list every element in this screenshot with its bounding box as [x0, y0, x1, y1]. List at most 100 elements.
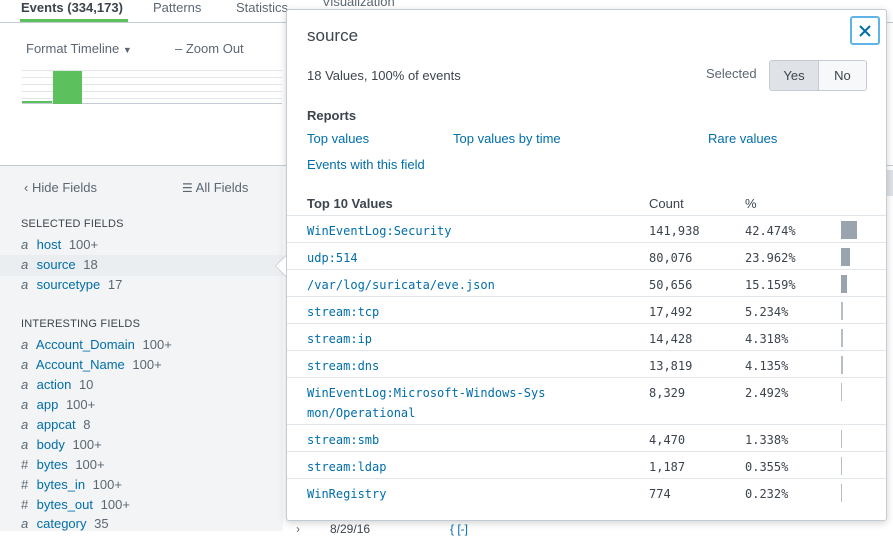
value-link[interactable]: stream:dns: [307, 359, 380, 373]
tab-patterns[interactable]: Patterns: [153, 0, 202, 15]
field-count: 10: [78, 377, 94, 392]
percent-bar: [841, 329, 843, 347]
field-app[interactable]: a app 100+: [21, 397, 95, 415]
close-button[interactable]: [850, 16, 880, 45]
field-source[interactable]: a source 18: [0, 255, 283, 276]
value-link[interactable]: udp:514: [307, 251, 358, 265]
field-body[interactable]: a body 100+: [21, 437, 102, 455]
all-fields-button[interactable]: ☰ All Fields: [182, 180, 248, 195]
event-json-toggle[interactable]: { [-]: [450, 522, 469, 536]
field-type-icon: a: [21, 437, 29, 452]
value-link[interactable]: WinRegistry: [307, 487, 387, 501]
value-percent: 4.135%: [745, 359, 789, 373]
col-top-values: Top 10 Values: [307, 196, 393, 211]
table-row[interactable]: stream:ldap 1,187 0.355%: [287, 452, 886, 479]
field-bytes[interactable]: # bytes 100+: [21, 457, 105, 475]
value-link[interactable]: WinEventLog:Microsoft-Windows-Sysmon/Ope…: [307, 386, 546, 420]
percent-bar: [841, 248, 850, 266]
timeline-bar[interactable]: [53, 71, 82, 104]
value-link[interactable]: stream:ip: [307, 332, 373, 346]
list-icon: ☰: [182, 181, 193, 195]
value-link[interactable]: stream:tcp: [307, 305, 380, 319]
table-row[interactable]: stream:ip 14,428 4.318%: [287, 324, 886, 351]
value-count: 8,329: [649, 386, 686, 400]
value-link[interactable]: stream:smb: [307, 433, 380, 447]
value-link[interactable]: stream:ldap: [307, 460, 387, 474]
value-percent: 23.962%: [745, 251, 796, 265]
field-bytes-in[interactable]: # bytes_in 100+: [21, 477, 122, 495]
table-row[interactable]: WinEventLog:Security 141,938 42.474%: [287, 216, 886, 243]
value-count: 14,428: [649, 332, 693, 346]
caret-down-icon: ▼: [122, 45, 132, 55]
field-bytes-out[interactable]: # bytes_out 100+: [21, 497, 130, 515]
field-sourcetype[interactable]: a sourcetype 17: [21, 277, 122, 295]
table-row[interactable]: stream:smb 4,470 1.338%: [287, 425, 886, 452]
value-link[interactable]: WinEventLog:Security: [307, 224, 452, 238]
interesting-fields-heading: INTERESTING FIELDS: [21, 318, 141, 330]
table-row[interactable]: stream:tcp 17,492 5.234%: [287, 297, 886, 324]
percent-bar: [841, 221, 857, 239]
timeline-gridline: [22, 91, 282, 92]
field-count: 100+: [142, 337, 172, 352]
close-icon: [859, 24, 871, 37]
hide-fields-button[interactable]: ‹ Hide Fields: [24, 180, 97, 195]
top-values-by-time-link[interactable]: Top values by time: [453, 131, 561, 146]
timeline-gridline: [22, 77, 282, 78]
field-count: 100+: [92, 477, 122, 492]
reports-heading: Reports: [307, 108, 357, 123]
value-percent: 15.159%: [745, 278, 796, 292]
selected-no-button[interactable]: No: [818, 61, 866, 90]
field-action[interactable]: a action 10: [21, 377, 93, 395]
selected-yes-button[interactable]: Yes: [770, 61, 819, 90]
table-row[interactable]: WinEventLog:Microsoft-Windows-Sysmon/Ope…: [287, 378, 886, 425]
field-count: 100+: [68, 237, 99, 252]
rare-values-link[interactable]: Rare values: [708, 131, 778, 146]
value-percent: 4.318%: [745, 332, 789, 346]
expand-event-icon[interactable]: ›: [296, 522, 300, 536]
col-count: Count: [649, 196, 684, 211]
table-row[interactable]: /var/log/suricata/eve.json 50,656 15.159…: [287, 270, 886, 297]
tab-statistics[interactable]: Statistics: [236, 0, 289, 15]
value-count: 17,492: [649, 305, 693, 319]
field-appcat[interactable]: a appcat 8: [21, 417, 91, 435]
field-name: source: [36, 257, 76, 272]
table-row[interactable]: stream:dns 13,819 4.135%: [287, 351, 886, 378]
timeline-bar[interactable]: [22, 101, 52, 103]
value-percent: 0.232%: [745, 487, 789, 501]
zoom-out-label: Zoom Out: [185, 41, 244, 56]
timeline-gridline: [22, 70, 282, 71]
selected-label: Selected: [706, 66, 757, 81]
field-name: bytes_in: [36, 477, 86, 492]
field-count: 8: [83, 417, 91, 432]
format-timeline-button[interactable]: Format Timeline ▼: [26, 41, 132, 56]
percent-bar: [841, 430, 842, 448]
table-row[interactable]: udp:514 80,076 23.962%: [287, 243, 886, 270]
tab-visualization[interactable]: Visualization: [322, 0, 395, 9]
field-account-domain[interactable]: a Account_Domain 100+: [21, 337, 172, 355]
field-count: 100+: [75, 457, 105, 472]
value-link[interactable]: /var/log/suricata/eve.json: [307, 278, 495, 292]
timeline-axis: [22, 103, 282, 104]
zoom-out-button[interactable]: – Zoom Out: [175, 41, 244, 56]
field-count: 100+: [65, 397, 96, 412]
tab-events[interactable]: Events (334,173): [21, 0, 123, 15]
field-type-icon: #: [21, 497, 29, 512]
values-summary: 18 Values, 100% of events: [307, 68, 461, 83]
percent-bar: [841, 275, 847, 293]
field-type-icon: a: [21, 277, 29, 292]
field-name: bytes: [36, 457, 68, 472]
field-host[interactable]: a host 100+: [21, 237, 98, 255]
col-percent: %: [745, 196, 757, 211]
events-with-field-link[interactable]: Events with this field: [307, 157, 425, 172]
top-values-link[interactable]: Top values: [307, 131, 370, 146]
field-category[interactable]: a category 35: [21, 516, 109, 534]
value-percent: 0.355%: [745, 460, 789, 474]
value-count: 13,819: [649, 359, 693, 373]
format-timeline-label: Format Timeline: [26, 41, 120, 56]
field-count: 35: [94, 516, 109, 531]
timeline-gridline: [22, 98, 282, 99]
field-count: 17: [107, 277, 123, 292]
table-row[interactable]: WinRegistry 774 0.232%: [287, 479, 886, 506]
field-account-name[interactable]: a Account_Name 100+: [21, 357, 162, 375]
popover-arrow: [276, 256, 286, 276]
